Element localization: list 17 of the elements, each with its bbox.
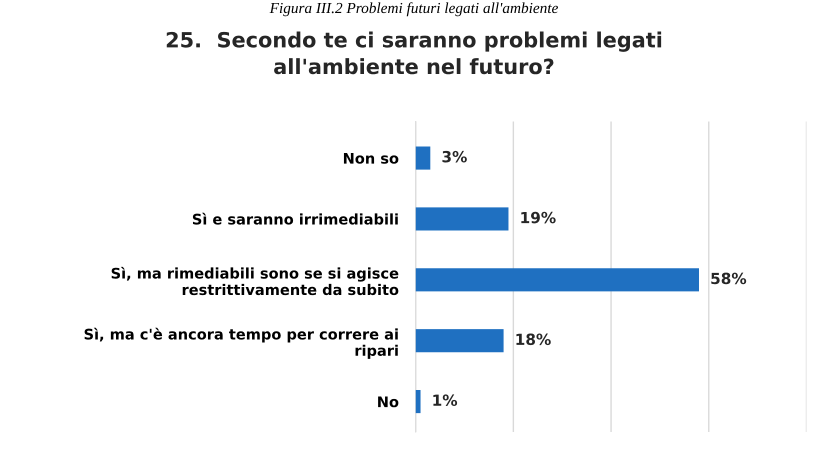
y-tick-label: Non so [344, 152, 398, 164]
bar [416, 146, 430, 170]
chart-title: 25. Secondo te ci saranno problemi legati all'ambiente nel futuro? [166, 32, 662, 74]
text: Figura III.2 Problemi futuri legati all'ambiente [270, 2, 558, 16]
y-tick-label: Sì, ma c'è ancora tempo per correre ai ripari [84, 328, 398, 359]
data-label: 19% [521, 212, 556, 224]
bar [416, 207, 508, 230]
data-label: 18% [516, 334, 551, 346]
bar [416, 268, 699, 292]
y-tick-label: No [378, 396, 398, 408]
data-label: 58% [711, 272, 746, 284]
y-tick-label: Sì, ma rimediabili sono se si agisce restrittivamente da subito [112, 266, 398, 296]
data-label: 1% [433, 394, 458, 406]
data-label: 3% [442, 150, 467, 162]
y-tick-label: Sì e saranno irrimediabili [192, 212, 398, 225]
bar [416, 390, 421, 414]
bar [416, 329, 504, 352]
